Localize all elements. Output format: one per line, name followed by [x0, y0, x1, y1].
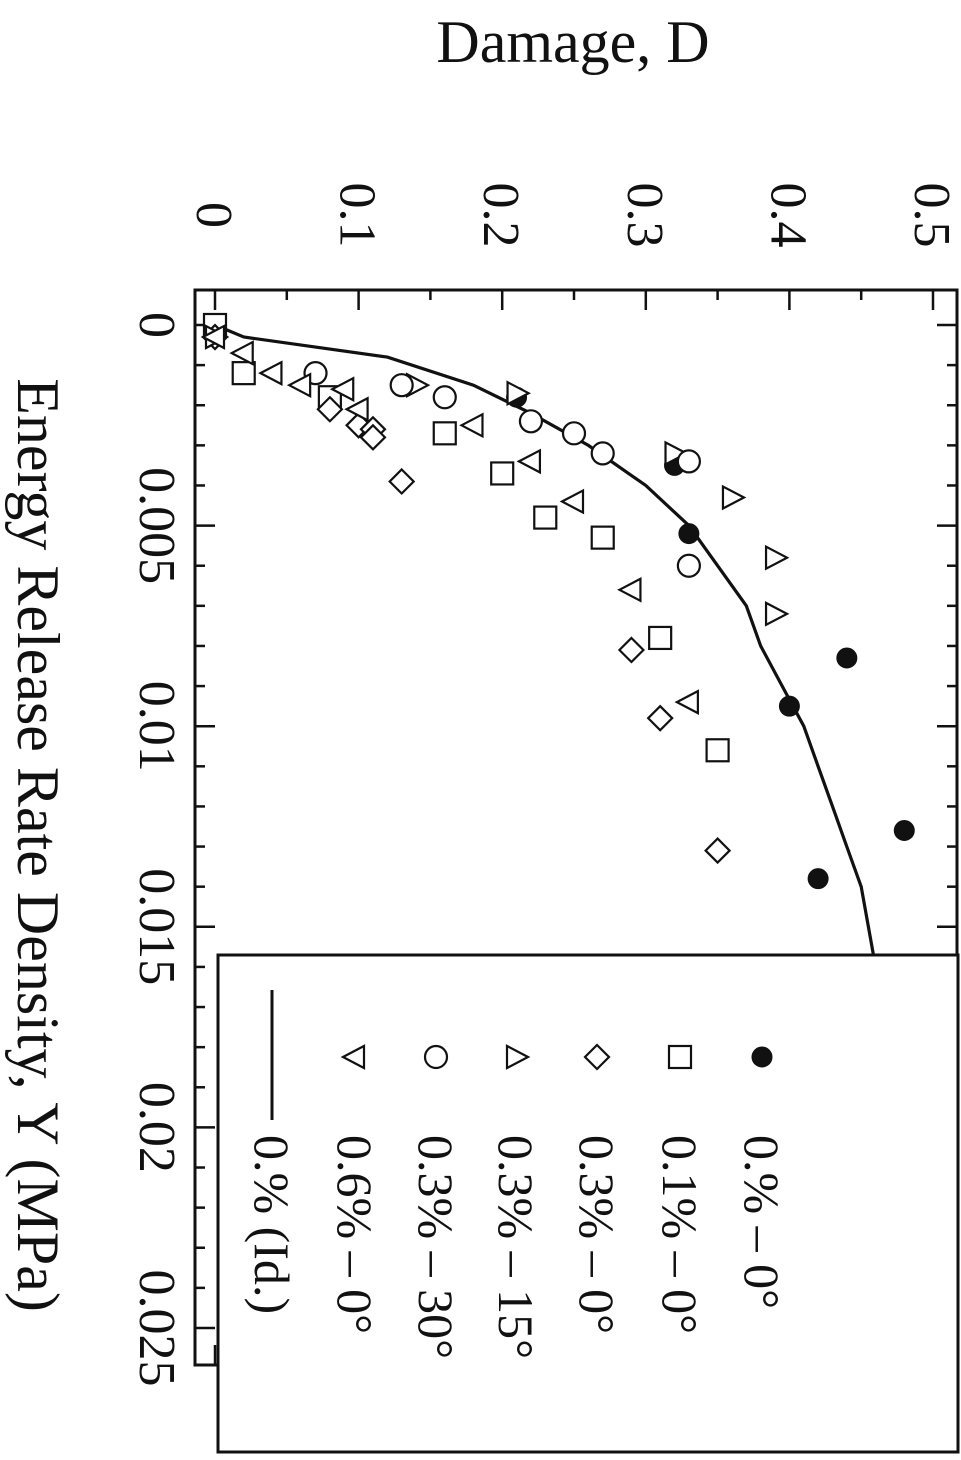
x-axis-title: Energy Release Rate Density, Y (MPa) — [5, 378, 71, 1312]
y-tick-label: 0.2 — [472, 183, 529, 248]
legend-label: 0.% – 0° — [734, 1135, 790, 1309]
data-point-right-triangle — [764, 544, 790, 571]
data-point-left-triangle — [344, 396, 369, 423]
data-point-open-diamond — [316, 395, 344, 423]
data-point-open-diamond — [704, 837, 732, 865]
data-point-open-diamond — [388, 467, 416, 496]
legend-marker-open-square — [667, 1044, 693, 1070]
data-point-open-circle — [590, 441, 615, 466]
data-point-left-triangle — [459, 412, 484, 439]
data-point-filled-circle — [893, 820, 915, 842]
data-point-open-circle — [432, 385, 457, 410]
data-point-open-circle — [389, 373, 414, 398]
legend-box — [216, 953, 960, 1454]
data-point-open-circle — [676, 449, 701, 474]
data-point-right-triangle — [764, 601, 790, 627]
x-tick-label: 0 — [128, 312, 185, 338]
legend-label: 0.3% – 0° — [569, 1135, 625, 1334]
x-tick-label: 0.015 — [128, 868, 185, 985]
legend-marker-left-triangle — [340, 1044, 366, 1070]
legend: 0.% – 0° 0.1% – 0° 0.3% – 0° 0.3% – 15° 0.3%… — [216, 953, 960, 1454]
data-point-open-circle — [518, 409, 544, 434]
data-point-filled-circle — [778, 695, 800, 717]
data-point-left-triangle — [617, 576, 642, 603]
data-point-left-triangle — [516, 448, 542, 475]
y-tick-label: 0.3 — [616, 183, 673, 248]
data-point-open-square — [590, 525, 615, 550]
data-point-right-triangle — [506, 380, 531, 407]
legend-label: 0.3% – 30° — [408, 1135, 464, 1359]
x-tick-label: 0.02 — [128, 1082, 185, 1173]
data-point-open-square — [490, 461, 515, 486]
data-point-open-square — [648, 625, 673, 651]
legend-label: 0.3% – 15° — [488, 1135, 544, 1359]
data-point-filled-circle — [836, 647, 858, 669]
legend-marker-right-triangle — [505, 1044, 531, 1070]
y-tick-label: 0 — [185, 202, 242, 228]
legend-marker-open-diamond — [583, 1043, 611, 1071]
data-point-open-diamond — [359, 423, 387, 451]
x-tick-label: 0.025 — [128, 1270, 185, 1387]
data-point-open-square — [533, 505, 558, 530]
data-point-open-square — [231, 361, 256, 386]
data-point-left-triangle — [200, 324, 226, 350]
legend-marker-filled-circle — [751, 1046, 773, 1068]
y-axis-title: Damage, D — [436, 9, 709, 75]
x-tick-label: 0.01 — [128, 681, 185, 772]
tick-labels: 0 0.005 0.01 0.015 0.02 0.025 0 0.1 0.2 0.3 0.4 0.5 — [128, 183, 960, 1387]
data-point-right-triangle — [664, 440, 689, 467]
data-point-left-triangle — [559, 488, 585, 515]
data-point-left-triangle — [286, 372, 312, 398]
legend-label: 0.6% – 0° — [327, 1135, 383, 1334]
data-markers — [200, 312, 958, 1331]
data-point-right-triangle — [721, 484, 747, 511]
data-point-open-diamond — [617, 636, 645, 664]
data-point-left-triangle — [329, 376, 355, 403]
data-point-open-square — [705, 738, 730, 763]
axis-titles: Energy Release Rate Density, Y (MPa) Dama… — [5, 9, 710, 1312]
data-point-left-triangle — [229, 340, 254, 366]
y-tick-label: 0.5 — [903, 183, 960, 248]
data-point-open-diamond — [646, 704, 674, 732]
data-point-filled-circle — [678, 523, 700, 545]
data-point-open-square — [432, 421, 457, 446]
x-tick-label: 0.005 — [128, 467, 185, 584]
legend-label: 0.% (Id.) — [244, 1135, 300, 1314]
data-point-open-circle — [561, 421, 587, 446]
data-point-left-triangle — [258, 360, 283, 386]
y-tick-label: 0.4 — [759, 183, 816, 248]
data-point-left-triangle — [674, 689, 699, 715]
y-tick-label: 0.1 — [329, 183, 386, 248]
legend-marker-open-circle — [423, 1044, 449, 1070]
data-point-open-circle — [676, 553, 701, 578]
legend-label: 0.1% – 0° — [652, 1135, 708, 1334]
data-point-filled-circle — [807, 868, 829, 890]
